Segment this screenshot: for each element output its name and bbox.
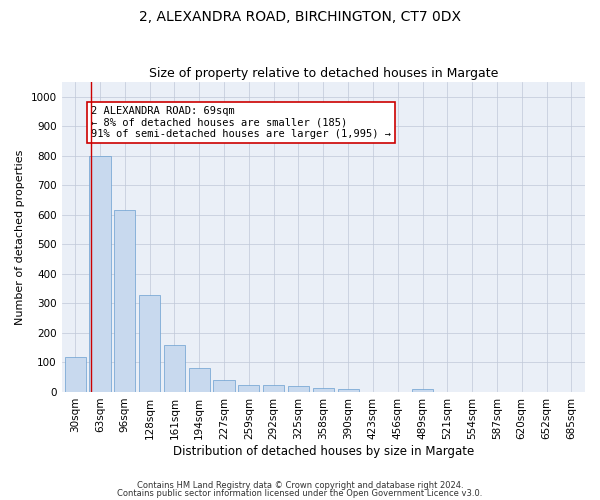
Y-axis label: Number of detached properties: Number of detached properties bbox=[15, 150, 25, 324]
Title: Size of property relative to detached houses in Margate: Size of property relative to detached ho… bbox=[149, 66, 498, 80]
Bar bbox=[65, 356, 86, 392]
Bar bbox=[89, 156, 110, 392]
Bar bbox=[263, 386, 284, 392]
Bar bbox=[214, 380, 235, 392]
Bar bbox=[288, 386, 309, 392]
Bar bbox=[114, 210, 136, 392]
Bar bbox=[338, 389, 359, 392]
Text: 2 ALEXANDRA ROAD: 69sqm
← 8% of detached houses are smaller (185)
91% of semi-de: 2 ALEXANDRA ROAD: 69sqm ← 8% of detached… bbox=[91, 106, 391, 139]
Text: Contains HM Land Registry data © Crown copyright and database right 2024.: Contains HM Land Registry data © Crown c… bbox=[137, 481, 463, 490]
Bar bbox=[188, 368, 210, 392]
Bar bbox=[139, 294, 160, 392]
Bar bbox=[238, 384, 259, 392]
Text: Contains public sector information licensed under the Open Government Licence v3: Contains public sector information licen… bbox=[118, 488, 482, 498]
Bar bbox=[412, 389, 433, 392]
X-axis label: Distribution of detached houses by size in Margate: Distribution of detached houses by size … bbox=[173, 444, 474, 458]
Bar bbox=[164, 344, 185, 392]
Bar bbox=[313, 388, 334, 392]
Text: 2, ALEXANDRA ROAD, BIRCHINGTON, CT7 0DX: 2, ALEXANDRA ROAD, BIRCHINGTON, CT7 0DX bbox=[139, 10, 461, 24]
